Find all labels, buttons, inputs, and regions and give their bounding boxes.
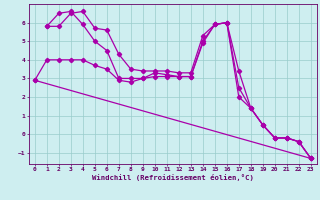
X-axis label: Windchill (Refroidissement éolien,°C): Windchill (Refroidissement éolien,°C) [92, 174, 254, 181]
